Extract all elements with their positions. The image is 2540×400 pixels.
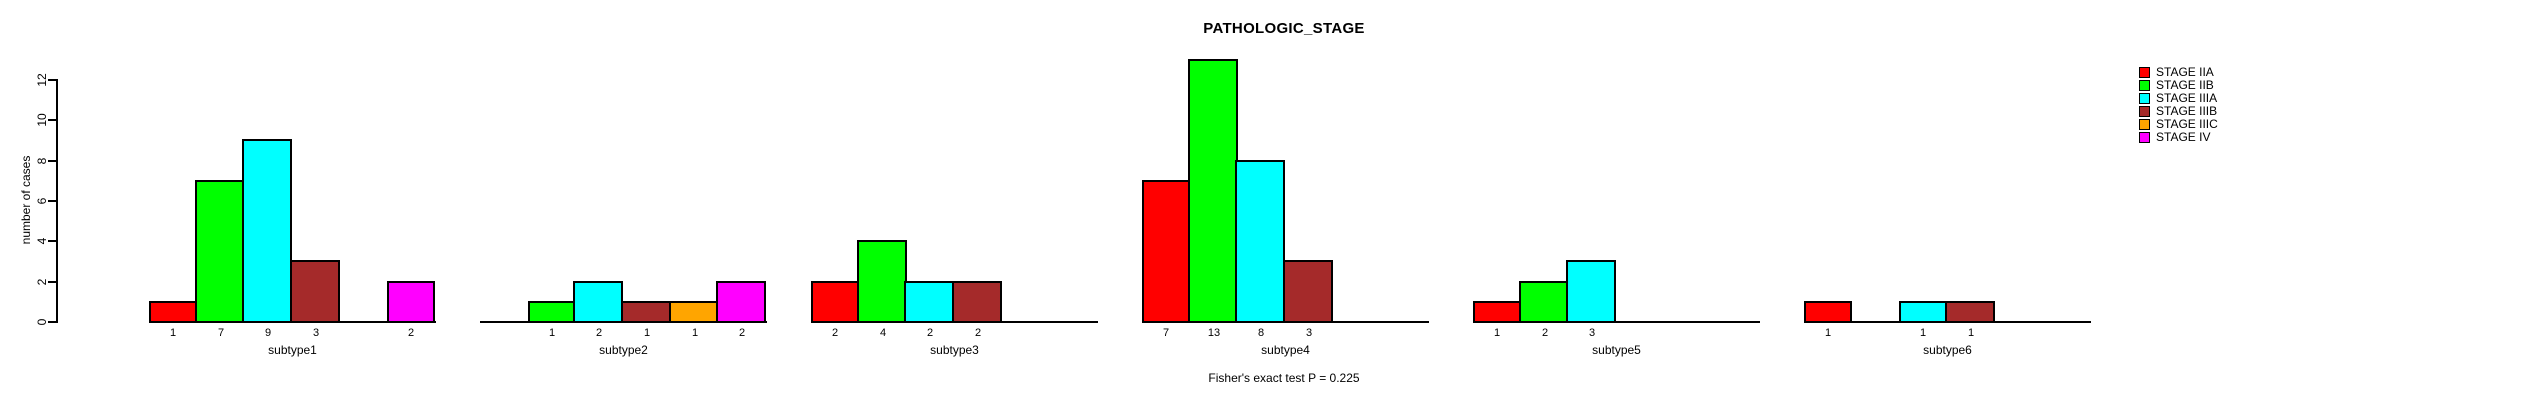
group-label: subtype6: [1923, 343, 1972, 357]
bar: [290, 260, 340, 323]
legend-row: STAGE IV: [2139, 131, 2218, 144]
legend-label: STAGE IIB: [2156, 78, 2214, 92]
legend-row: STAGE IIIA: [2139, 92, 2218, 105]
bar-value-label: 1: [1824, 327, 1832, 339]
legend-row: STAGE IIA: [2139, 66, 2218, 79]
legend-label: STAGE IV: [2156, 130, 2211, 144]
bar-value-label: 1: [1919, 327, 1927, 339]
bar: [528, 301, 576, 323]
bar: [1142, 180, 1190, 323]
bar: [1519, 281, 1569, 323]
y-axis-line: [56, 79, 58, 323]
bar: [1235, 160, 1285, 323]
bar: [1566, 260, 1616, 323]
legend-row: STAGE IIIC: [2139, 118, 2218, 131]
bar: [1804, 301, 1852, 323]
fisher-test-annotation: Fisher's exact test P = 0.225: [1208, 371, 1360, 385]
y-tick: [48, 200, 56, 202]
bar: [149, 301, 197, 323]
bar-value-label: 3: [312, 327, 320, 339]
bar-value-label: 7: [1162, 327, 1170, 339]
y-tick-label: 8: [35, 157, 49, 165]
legend-swatch: [2139, 106, 2150, 117]
group-label: subtype5: [1592, 343, 1641, 357]
legend-swatch: [2139, 67, 2150, 78]
legend-swatch: [2139, 80, 2150, 91]
bar-value-label: 13: [1207, 327, 1221, 339]
legend-swatch: [2139, 119, 2150, 130]
bar-value-label: 2: [595, 327, 603, 339]
bar-value-label: 1: [643, 327, 651, 339]
bar: [1473, 301, 1521, 323]
legend: STAGE IIA STAGE IIB STAGE IIIA STAGE IIIB ST…: [2139, 66, 2218, 144]
bar: [904, 281, 954, 323]
legend-label: STAGE IIA: [2156, 65, 2214, 79]
legend-label: STAGE IIIC: [2156, 117, 2218, 131]
chart-title: PATHOLOGIC_STAGE: [1203, 20, 1365, 37]
legend-label: STAGE IIIA: [2156, 91, 2218, 105]
bar: [242, 139, 292, 323]
bar-value-label: 3: [1305, 327, 1313, 339]
bar: [195, 180, 245, 323]
bar-value-label: 9: [264, 327, 272, 339]
bar-value-label: 7: [217, 327, 225, 339]
bar: [1899, 301, 1947, 323]
bar-value-label: 2: [1541, 327, 1549, 339]
y-tick-label: 4: [35, 237, 49, 245]
legend-swatch: [2139, 93, 2150, 104]
bar-value-label: 4: [879, 327, 887, 339]
bar: [573, 281, 623, 323]
bar-value-label: 2: [831, 327, 839, 339]
y-tick: [48, 240, 56, 242]
bar: [621, 301, 671, 323]
bar-value-label: 1: [691, 327, 699, 339]
bar: [669, 301, 719, 323]
bar: [811, 281, 859, 323]
bar-value-label: 1: [1493, 327, 1501, 339]
y-tick: [48, 321, 56, 323]
y-axis-label: number of cases: [19, 155, 33, 245]
legend-swatch: [2139, 132, 2150, 143]
group-label: subtype1: [268, 343, 317, 357]
bar-value-label: 3: [1588, 327, 1596, 339]
group-label: subtype2: [599, 343, 648, 357]
bar-value-label: 2: [738, 327, 746, 339]
group-label: subtype4: [1261, 343, 1310, 357]
y-tick: [48, 281, 56, 283]
bar: [1188, 59, 1238, 323]
legend-row: STAGE IIB: [2139, 79, 2218, 92]
group-baseline: [1473, 321, 1760, 323]
y-tick: [48, 119, 56, 121]
bar-value-label: 2: [407, 327, 415, 339]
y-tick: [48, 79, 56, 81]
bar-value-label: 1: [548, 327, 556, 339]
bar-value-label: 1: [1967, 327, 1975, 339]
bar: [387, 281, 435, 323]
y-tick-label: 10: [35, 113, 49, 127]
legend-label: STAGE IIIB: [2156, 104, 2218, 118]
group-label: subtype3: [930, 343, 979, 357]
bar-value-label: 2: [974, 327, 982, 339]
y-tick-label: 6: [35, 197, 49, 205]
y-tick: [48, 160, 56, 162]
y-tick-label: 0: [35, 318, 49, 326]
bar-value-label: 8: [1257, 327, 1265, 339]
bar: [857, 240, 907, 323]
bar-value-label: 2: [926, 327, 934, 339]
bar: [1945, 301, 1995, 323]
bar: [716, 281, 766, 323]
legend-row: STAGE IIIB: [2139, 105, 2218, 118]
bar: [952, 281, 1002, 323]
y-tick-label: 12: [35, 73, 49, 87]
y-tick-label: 2: [35, 278, 49, 286]
bar-value-label: 1: [169, 327, 177, 339]
bar: [1283, 260, 1333, 323]
